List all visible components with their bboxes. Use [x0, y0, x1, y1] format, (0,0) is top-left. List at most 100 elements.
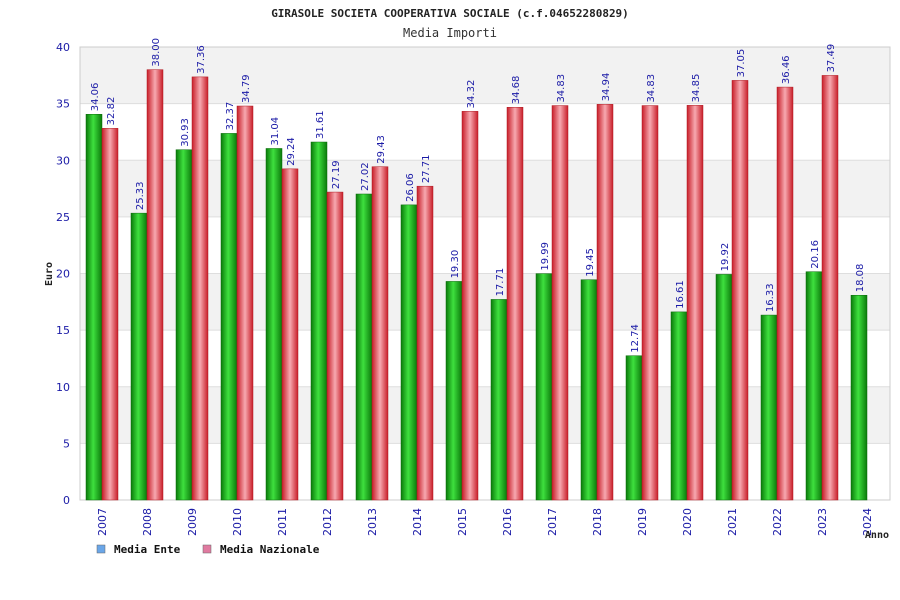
- bar-media-ente: [220, 133, 238, 501]
- x-tick-label: 2024: [861, 508, 874, 536]
- x-tick-label: 2021: [726, 508, 739, 536]
- x-tick-label: 2009: [186, 508, 199, 536]
- bar-media-nazionale: [821, 75, 839, 501]
- data-label: 32.82: [106, 97, 117, 126]
- data-label: 36.46: [781, 55, 792, 84]
- bar-media-ente: [670, 311, 688, 501]
- grid-band: [80, 47, 890, 104]
- x-tick-label: 2022: [771, 508, 784, 536]
- data-label: 19.99: [540, 242, 551, 271]
- x-tick-label: 2018: [591, 508, 604, 536]
- bar-media-ente: [580, 279, 598, 501]
- bar-media-nazionale: [686, 105, 704, 501]
- data-label: 27.71: [421, 155, 432, 184]
- data-label: 19.45: [585, 248, 596, 277]
- legend-swatch: [202, 544, 212, 554]
- data-label: 27.02: [360, 162, 371, 191]
- bar-media-nazionale: [281, 168, 299, 501]
- grid-band: [80, 216, 890, 274]
- bar-media-nazionale: [371, 166, 389, 501]
- y-tick-label: 25: [56, 211, 70, 224]
- data-label: 12.74: [630, 324, 641, 353]
- bar-media-nazionale: [641, 105, 659, 501]
- legend-label: Media Ente: [114, 543, 181, 556]
- plot-border: [79, 46, 891, 501]
- bar-media-nazionale: [551, 105, 569, 501]
- bar-media-nazionale: [731, 80, 749, 501]
- y-tick-label: 10: [56, 381, 70, 394]
- x-tick-label: 2013: [366, 508, 379, 536]
- data-label: 27.19: [331, 160, 342, 189]
- bar-media-ente: [715, 274, 733, 501]
- y-tick-label: 30: [56, 154, 70, 167]
- bar-media-ente: [400, 204, 418, 501]
- bar-media-ente: [760, 314, 778, 501]
- x-tick-label: 2011: [276, 508, 289, 536]
- data-label: 26.06: [405, 173, 416, 202]
- data-label: 25.33: [135, 181, 146, 210]
- x-tick-label: 2014: [411, 508, 424, 536]
- x-tick-label: 2023: [816, 508, 829, 536]
- bar-media-ente: [265, 148, 283, 501]
- chart-title: GIRASOLE SOCIETA COOPERATIVA SOCIALE (c.…: [271, 7, 629, 20]
- data-label: 34.32: [466, 80, 477, 109]
- data-label: 17.71: [495, 268, 506, 297]
- bar-media-ente: [85, 114, 103, 501]
- x-tick-label: 2008: [141, 508, 154, 536]
- bar-media-nazionale: [506, 106, 524, 501]
- data-label: 18.08: [855, 264, 866, 293]
- bar-media-nazionale: [461, 111, 479, 501]
- bar-media-nazionale: [236, 105, 254, 501]
- data-label: 34.83: [646, 74, 657, 103]
- data-label: 16.61: [675, 280, 686, 309]
- y-axis-title: Euro: [44, 262, 55, 286]
- bar-media-ente: [535, 273, 553, 501]
- data-label: 31.04: [270, 117, 281, 146]
- data-label: 32.37: [225, 102, 236, 131]
- x-tick-label: 2019: [636, 508, 649, 536]
- grid-band: [80, 386, 890, 444]
- x-tick-label: 2015: [456, 508, 469, 536]
- data-label: 19.92: [720, 243, 731, 272]
- grid-band: [80, 443, 890, 500]
- bar-media-ente: [355, 193, 373, 501]
- grid-band: [80, 273, 890, 331]
- data-label: 34.94: [601, 73, 612, 102]
- grid-band: [80, 103, 890, 161]
- y-tick-label: 40: [56, 41, 70, 54]
- bar-media-ente: [805, 271, 823, 501]
- x-axis-title: Anno: [865, 530, 889, 541]
- y-tick-label: 15: [56, 324, 70, 337]
- bar-media-nazionale: [146, 69, 164, 501]
- y-tick-label: 35: [56, 98, 70, 111]
- bar-media-ente: [445, 281, 463, 501]
- chart-subtitle: Media Importi: [403, 26, 497, 40]
- data-label: 20.16: [810, 240, 821, 269]
- data-label: 19.30: [450, 250, 461, 279]
- data-label: 29.24: [286, 137, 297, 166]
- x-tick-label: 2020: [681, 508, 694, 536]
- y-tick-label: 5: [63, 437, 70, 450]
- data-label: 34.83: [556, 74, 567, 103]
- data-label: 37.36: [196, 45, 207, 74]
- x-tick-label: 2007: [96, 508, 109, 536]
- x-tick-label: 2016: [501, 508, 514, 536]
- bar-media-ente: [310, 141, 328, 501]
- data-label: 34.68: [511, 76, 522, 105]
- bar-media-ente: [175, 149, 193, 501]
- x-tick-label: 2017: [546, 508, 559, 536]
- legend-swatch: [96, 544, 106, 554]
- bar-media-nazionale: [326, 191, 344, 501]
- legend-label: Media Nazionale: [220, 543, 320, 556]
- data-label: 34.85: [691, 74, 702, 103]
- bar-media-ente: [130, 212, 148, 501]
- bar-media-ente: [490, 299, 508, 501]
- bar-media-nazionale: [101, 128, 119, 501]
- bar-media-ente: [625, 355, 643, 501]
- data-label: 31.61: [315, 110, 326, 139]
- data-label: 37.49: [826, 44, 837, 73]
- bar-media-nazionale: [776, 86, 794, 501]
- x-tick-label: 2012: [321, 508, 334, 536]
- bar-media-nazionale: [416, 185, 434, 501]
